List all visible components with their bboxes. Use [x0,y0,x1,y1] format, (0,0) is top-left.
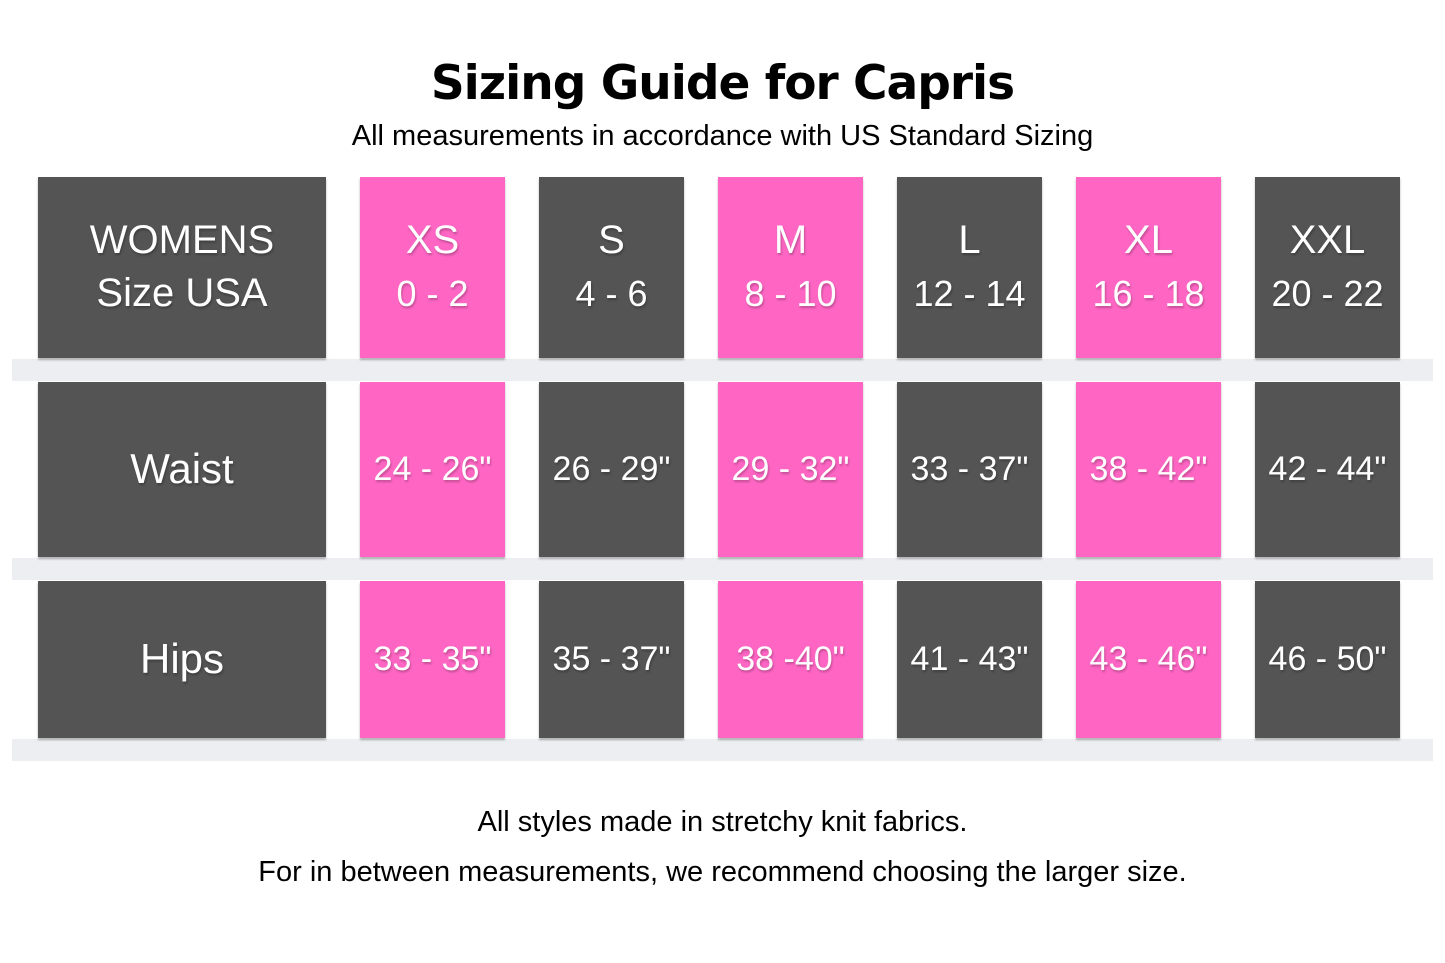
page-subtitle: All measurements in accordance with US S… [351,120,1094,153]
corner-header-cell: WOMENS Size USA [38,176,326,358]
waist-value-xl: 38 - 42" [1076,381,1221,557]
footer-note-fabrics: All styles made in stretchy knit fabrics… [477,805,968,838]
size-header-xs: XS 0 - 2 [360,176,505,358]
waist-value-xs: 24 - 26" [360,381,505,557]
hips-value-m: 38 -40" [718,580,863,738]
size-header-xl: XL 16 - 18 [1076,176,1221,358]
size-range: 8 - 10 [744,273,837,315]
size-header-s: S 4 - 6 [539,176,684,358]
size-range: 20 - 22 [1271,273,1384,315]
size-name: XS [405,218,460,263]
row-label: Hips [139,635,225,683]
page-title: Sizing Guide for Capris [430,56,1015,111]
row-separator [12,358,1433,381]
waist-value-s: 26 - 29" [539,381,684,557]
row-label: Waist [130,445,234,493]
size-range: 0 - 2 [396,273,469,315]
size-range: 16 - 18 [1092,273,1205,315]
hips-value-l: 41 - 43" [897,580,1042,738]
size-header-m: M 8 - 10 [718,176,863,358]
size-name: XXL [1289,218,1366,263]
footer-note-recommendation: For in between measurements, we recommen… [258,855,1187,888]
size-range: 4 - 6 [575,273,648,315]
size-name: M [773,218,808,263]
size-name: L [958,218,981,263]
size-header-xxl: XXL 20 - 22 [1255,176,1400,358]
size-header-l: L 12 - 14 [897,176,1042,358]
footer-notes: All styles made in stretchy knit fabrics… [0,797,1445,897]
waist-row-label-cell: Waist [38,381,326,557]
corner-header-line2: Size USA [96,271,268,316]
hips-row-label-cell: Hips [38,580,326,738]
table-header-row: WOMENS Size USA XS 0 - 2 S 4 - 6 M 8 - 1… [38,176,1400,358]
waist-value-l: 33 - 37" [897,381,1042,557]
hips-value-s: 35 - 37" [539,580,684,738]
row-separator [12,557,1433,580]
waist-row: Waist 24 - 26" 26 - 29" 29 - 32" 33 - 37… [38,381,1400,557]
size-range: 12 - 14 [913,273,1026,315]
size-name: S [598,218,625,263]
corner-header-line1: WOMENS [89,218,275,263]
row-separator [12,738,1433,761]
size-name: XL [1124,218,1173,263]
waist-value-m: 29 - 32" [718,381,863,557]
sizing-table: WOMENS Size USA XS 0 - 2 S 4 - 6 M 8 - 1… [0,176,1445,761]
hips-value-xxl: 46 - 50" [1255,580,1400,738]
hips-row: Hips 33 - 35" 35 - 37" 38 -40" 41 - 43" … [38,580,1400,738]
hips-value-xl: 43 - 46" [1076,580,1221,738]
waist-value-xxl: 42 - 44" [1255,381,1400,557]
hips-value-xs: 33 - 35" [360,580,505,738]
